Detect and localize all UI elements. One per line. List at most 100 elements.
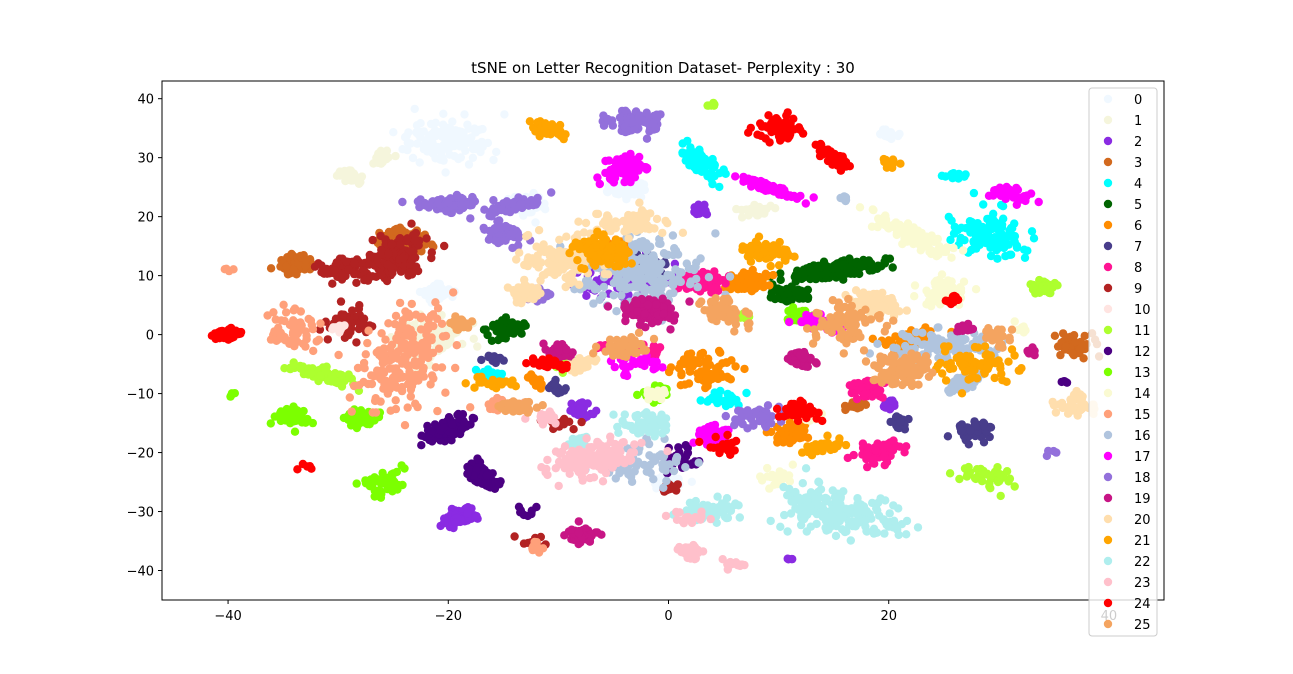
point [867,222,877,231]
point [770,294,780,304]
point [279,300,288,309]
point [350,259,359,268]
point [345,393,354,402]
point [360,275,369,285]
point [418,338,427,348]
point [280,316,289,326]
point [700,207,710,217]
point [495,480,504,489]
point [958,246,968,255]
point [966,426,975,435]
point [934,275,944,285]
point [426,119,436,129]
point [776,269,785,278]
point [1006,250,1016,259]
point [310,262,320,271]
point [460,137,469,146]
point [439,518,449,528]
point [477,355,486,365]
point [1010,482,1019,491]
point [463,503,473,512]
point [455,414,464,423]
point [414,372,423,382]
point [1075,344,1085,354]
point [433,285,442,294]
point [998,202,1008,211]
point [776,275,785,285]
point [785,438,794,448]
point [422,330,431,339]
point [486,404,495,414]
point [348,306,357,315]
point [995,470,1005,479]
point [368,235,377,245]
point [919,237,928,247]
point [275,413,284,422]
point [456,129,465,138]
point [787,554,796,564]
point [371,408,381,417]
point [680,380,690,389]
point [954,169,964,179]
point [776,285,785,294]
point [599,282,609,292]
point [710,162,719,172]
point [947,253,956,262]
point [733,285,743,294]
point [1019,322,1028,331]
point [371,394,380,403]
point [756,472,765,481]
point [383,389,392,398]
point [1079,354,1088,363]
point [449,428,458,438]
point [347,407,356,416]
point [828,264,838,273]
point [1062,378,1072,387]
point [693,282,702,292]
point [999,243,1009,253]
point [398,253,408,263]
point [639,254,648,264]
point [715,182,724,192]
point [659,249,669,258]
point [277,333,286,343]
point [683,136,692,146]
point [432,314,442,323]
point [841,405,850,415]
point [788,460,797,469]
point [696,254,705,263]
point [630,281,639,291]
point [888,396,897,405]
point [622,274,631,284]
point [323,335,332,344]
point [391,311,401,321]
point [612,307,621,316]
point [422,234,431,243]
point [1068,349,1077,358]
point [792,430,801,439]
point [953,225,962,235]
point [417,441,426,450]
point [948,174,957,183]
point [338,271,348,281]
point [306,368,316,378]
point [296,307,305,316]
point [763,463,772,473]
point [551,380,560,389]
point [964,462,973,472]
point [377,245,386,255]
point [498,324,507,333]
point [308,418,317,428]
point [400,421,410,430]
point [283,270,293,279]
point [532,502,541,512]
point [969,188,979,198]
point [336,297,346,306]
point [410,360,419,370]
point [773,438,782,447]
point [731,362,740,371]
point [451,518,460,527]
point [977,477,987,486]
point [711,229,720,238]
point [473,342,482,351]
